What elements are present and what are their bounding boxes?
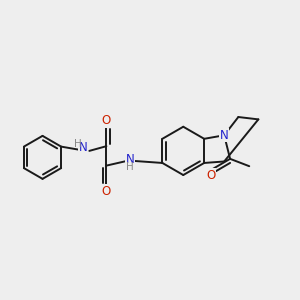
Text: N: N [126, 153, 134, 166]
Text: N: N [79, 141, 87, 154]
Text: O: O [102, 114, 111, 127]
Text: H: H [126, 162, 134, 172]
Text: H: H [74, 139, 81, 149]
Text: N: N [220, 129, 229, 142]
Text: O: O [102, 185, 111, 198]
Text: O: O [206, 169, 216, 182]
